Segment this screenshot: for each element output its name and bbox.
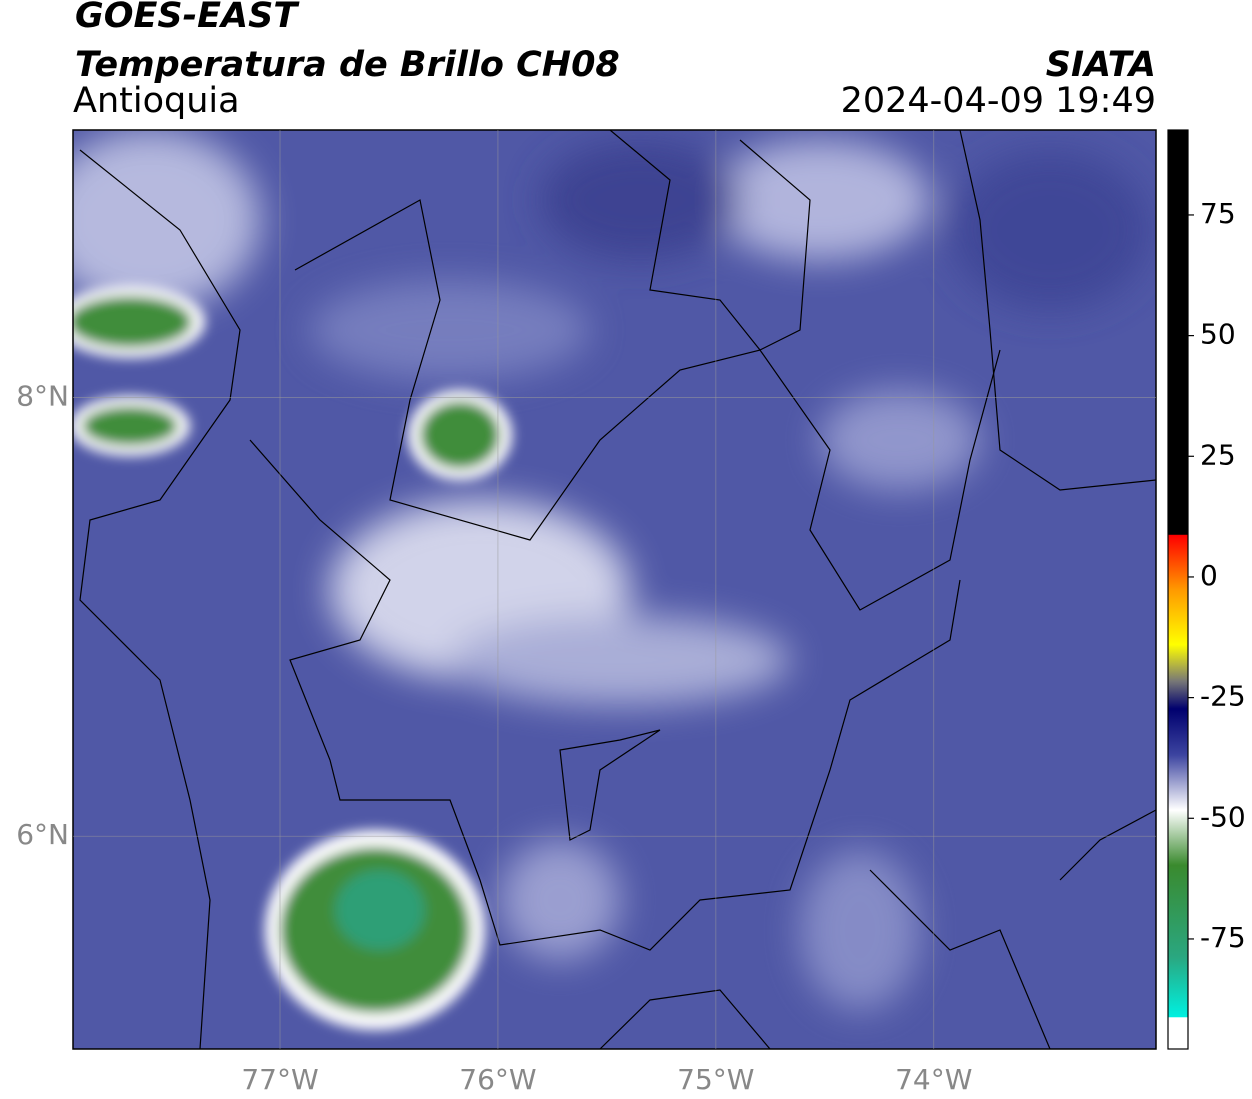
colorbar-tick-label: 75 [1200,197,1236,230]
colorbar-tick-label: 25 [1200,438,1236,471]
colorbar [1167,129,1189,1050]
y-tick-label: 6°N [16,818,69,851]
map-frame [72,129,1157,1050]
subtitle: Temperatura de Brillo CH08 [75,45,620,85]
x-tick-label: 76°W [459,1063,536,1096]
y-tick-label: 8°N [16,380,69,413]
colorbar-tick-label: -50 [1200,800,1246,833]
colorbar-tick-label: 0 [1200,559,1218,592]
x-tick-label: 77°W [241,1063,318,1096]
datetime: 2024-04-09 19:49 [841,81,1156,121]
colorbar-tick-label: 50 [1200,318,1236,351]
region: Antioquia [73,81,240,121]
x-tick-label: 74°W [895,1063,972,1096]
x-tick-label: 75°W [677,1063,754,1096]
title: GOES-EAST [75,0,300,36]
map-image [73,130,1156,1049]
source: SIATA [1046,45,1156,85]
colorbar-tick-label: -75 [1200,921,1246,954]
colorbar-tick-label: -25 [1200,680,1246,713]
